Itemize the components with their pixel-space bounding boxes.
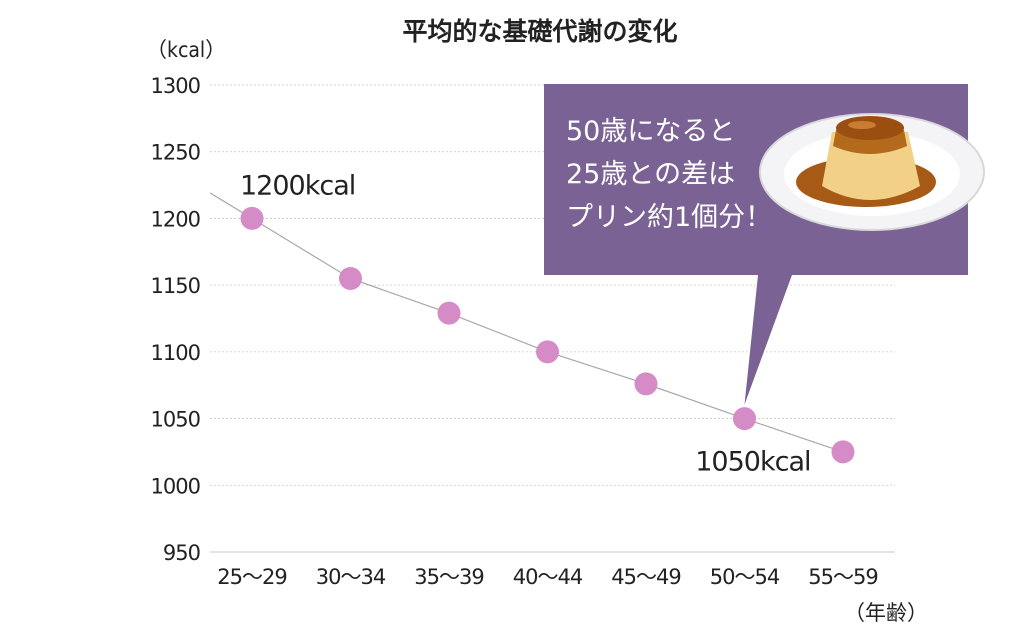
grid-layer	[210, 84, 895, 553]
data-point	[536, 340, 559, 364]
x-tick-label: 40〜44	[513, 565, 583, 589]
data-annotations: 1200kcal 1050kcal	[240, 170, 812, 478]
x-tick-label: 30〜34	[316, 565, 386, 589]
data-points	[240, 206, 855, 464]
data-annotation: 1050kcal	[695, 447, 810, 478]
data-point	[339, 266, 362, 290]
data-point	[831, 440, 855, 464]
y-tick-label: 1000	[151, 474, 200, 498]
y-tick-label: 1100	[151, 341, 200, 365]
y-tick-label: 950	[163, 541, 200, 565]
chart-title: 平均的な基礎代謝の変化	[402, 17, 677, 46]
data-point	[437, 301, 461, 325]
x-tick-label: 35〜39	[414, 565, 483, 589]
y-tick-label: 1150	[151, 274, 200, 298]
x-tick-label: 55〜59	[808, 565, 877, 589]
callout-text-line: 25歳との差は	[566, 159, 735, 190]
series-line-layer	[209, 192, 844, 453]
callout-text-line: プリン約1個分！	[566, 202, 772, 233]
y-tick-label: 1300	[151, 74, 200, 98]
x-axis-unit-label: （年齢）	[844, 601, 928, 625]
series-line	[209, 192, 844, 453]
data-point	[733, 407, 756, 431]
y-tick-label: 1050	[151, 408, 200, 432]
data-point	[634, 372, 658, 396]
x-tick-labels: 25〜29 30〜34 35〜39 40〜44 45〜49 50〜54 55〜59	[217, 565, 878, 589]
pudding-illustration	[759, 113, 985, 231]
data-annotation: 1200kcal	[240, 170, 355, 201]
x-tick-label: 25〜29	[217, 565, 286, 589]
y-axis-unit-label: （kcal）	[146, 38, 226, 62]
y-tick-label: 1250	[151, 141, 200, 165]
data-point	[240, 206, 264, 230]
callout-text-line: 50歳になると	[566, 116, 735, 147]
caramel-highlight-shape	[848, 121, 876, 129]
x-tick-label: 45〜49	[611, 565, 680, 589]
y-tick-label: 1200	[151, 207, 200, 231]
x-tick-label: 50〜54	[710, 565, 780, 589]
y-tick-labels: 950 1000 1050 1100 1150 1200 1250 1300	[151, 74, 201, 565]
